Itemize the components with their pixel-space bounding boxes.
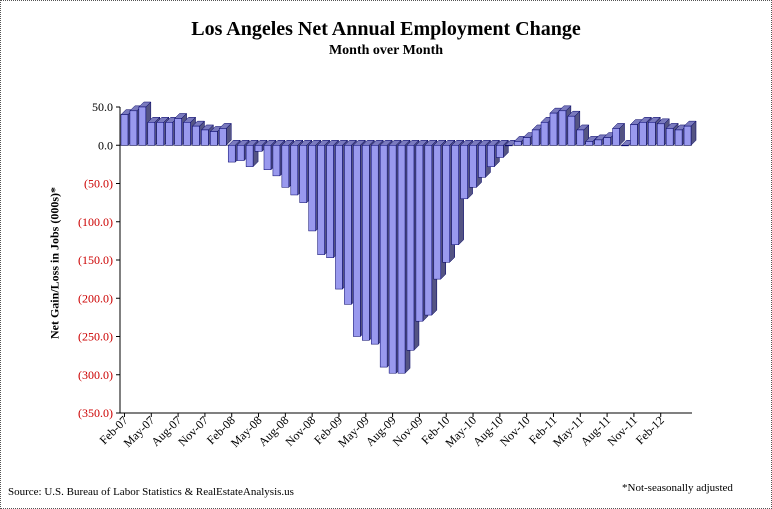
y-tick-label: (350.0) <box>78 406 113 420</box>
x-tick-label: Nov-07 <box>175 413 211 449</box>
bar <box>486 139 500 168</box>
x-tick-label: Nov-11 <box>605 413 641 449</box>
y-tick-label: 0.0 <box>98 138 113 152</box>
bar <box>138 101 152 146</box>
bar <box>611 122 626 146</box>
y-tick-label: (200.0) <box>78 291 113 305</box>
footnote: *Not-seasonally adjusted <box>622 482 733 494</box>
x-tick-label: Nov-10 <box>497 413 533 449</box>
bar <box>218 122 232 146</box>
x-tick-label: Feb-12 <box>633 413 667 447</box>
y-tick-label: (50.0) <box>84 177 113 191</box>
y-tick-label: (150.0) <box>78 253 113 267</box>
chart-title: Los Angeles Net Annual Employment Change <box>191 18 581 40</box>
x-tick-label: Nov-09 <box>390 413 426 449</box>
source-note: Source: U.S. Bureau of Labor Statistics … <box>8 486 294 498</box>
x-tick-label: Nov-08 <box>282 413 318 449</box>
y-tick-label: (100.0) <box>78 215 113 229</box>
y-tick-label: (250.0) <box>78 330 113 344</box>
bar <box>683 120 697 146</box>
y-tick-label: (300.0) <box>78 368 113 382</box>
chart-subtitle: Month over Month <box>328 43 444 58</box>
x-tick-label: May-11 <box>550 413 586 449</box>
y-tick-label: 50.0 <box>92 100 113 114</box>
